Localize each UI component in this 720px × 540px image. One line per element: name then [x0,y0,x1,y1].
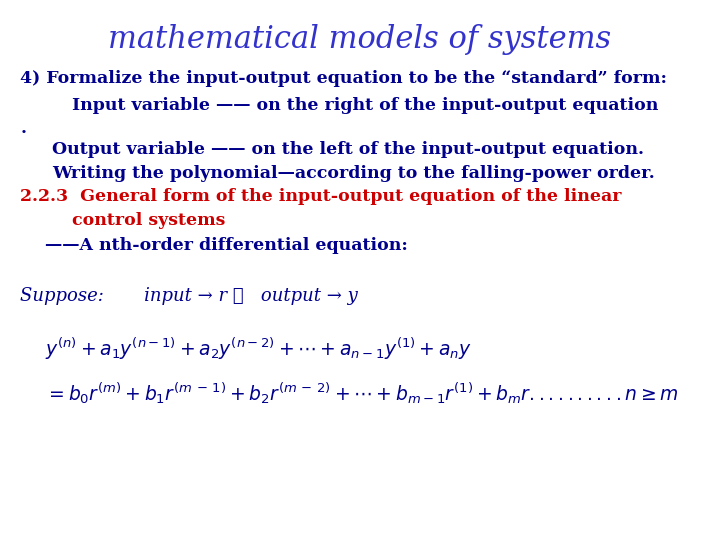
Text: Output variable —— on the left of the input-output equation.: Output variable —— on the left of the in… [52,141,644,158]
Text: Suppose:       input → r ，   output → y: Suppose: input → r ， output → y [20,287,358,305]
Text: $=b_0r^{(m)}+b_1r^{(m\,-\,1)}+b_2r^{(m\,-\,2)}+\cdots+b_{m-1}r^{(1)}+b_mr\mathit: $=b_0r^{(m)}+b_1r^{(m\,-\,1)}+b_2r^{(m\,… [45,381,678,406]
Text: 2.2.3  General form of the input-output equation of the linear: 2.2.3 General form of the input-output e… [20,188,621,205]
Text: .: . [20,120,26,137]
Text: $y^{(n)}+a_1y^{(n-1)}+a_2y^{(n-2)}+\cdots+a_{n-1}y^{(1)}+a_ny$: $y^{(n)}+a_1y^{(n-1)}+a_2y^{(n-2)}+\cdot… [45,336,472,362]
Text: control systems: control systems [72,212,225,228]
Text: Writing the polynomial—according to the falling-power order.: Writing the polynomial—according to the … [52,165,654,182]
Text: mathematical models of systems: mathematical models of systems [109,24,611,55]
Text: 4) Formalize the input-output equation to be the “standard” form:: 4) Formalize the input-output equation t… [20,70,667,87]
Text: Input variable —— on the right of the input-output equation: Input variable —— on the right of the in… [72,97,658,114]
Text: ——A nth-order differential equation:: ——A nth-order differential equation: [45,237,408,254]
